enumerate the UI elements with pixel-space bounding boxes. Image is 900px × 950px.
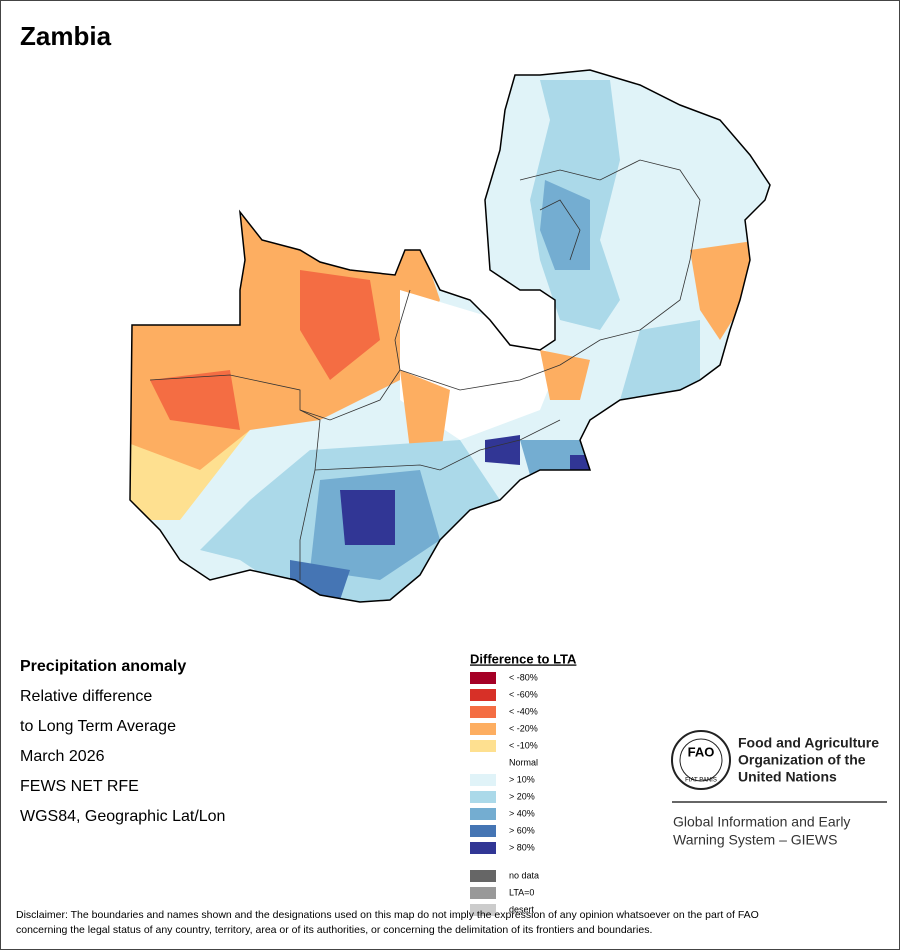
legend-label: > 10% xyxy=(509,774,535,784)
system-name: Global Information and Early xyxy=(673,814,850,830)
info-line: Relative difference xyxy=(20,688,152,705)
system-name: Warning System – GIEWS xyxy=(673,832,837,848)
logo-motto: FIAT PANIS xyxy=(685,778,717,784)
legend-label: > 40% xyxy=(509,808,535,818)
org-name: Organization of the xyxy=(738,752,866,768)
legend-swatch xyxy=(470,870,496,882)
legend-label: desert xyxy=(509,904,535,914)
legend-label: > 60% xyxy=(509,825,535,835)
disclaimer: Disclaimer: The boundaries and names sho… xyxy=(16,909,759,936)
legend-label: no data xyxy=(509,870,539,880)
legend-swatch xyxy=(470,689,496,701)
province-borders xyxy=(149,159,701,580)
map-title: Zambia xyxy=(20,21,112,51)
disclaimer-line: Disclaimer: The boundaries and names sho… xyxy=(16,909,759,921)
legend-label: < -80% xyxy=(509,672,538,682)
legend-swatch xyxy=(470,887,496,899)
legend-label: Normal xyxy=(509,757,538,767)
logo-inner xyxy=(679,738,723,782)
info-line: Precipitation anomaly xyxy=(20,658,186,675)
org-name: Food and Agriculture xyxy=(738,735,879,751)
info-line: WGS84, Geographic Lat/Lon xyxy=(20,808,225,825)
legend-swatch xyxy=(470,842,496,854)
org-name: United Nations xyxy=(738,769,837,785)
legend-swatch xyxy=(470,808,496,820)
logo-acronym: FAO xyxy=(688,744,715,759)
legend-label: < -20% xyxy=(509,723,538,733)
legend-title: Difference to LTA xyxy=(470,651,577,666)
legend-swatch xyxy=(470,706,496,718)
info-line: March 2026 xyxy=(20,748,105,765)
legend-label: < -40% xyxy=(509,706,538,716)
legend-label: > 80% xyxy=(509,842,535,852)
legend-swatch xyxy=(470,740,496,752)
info-block: Precipitation anomaly Relative difference… xyxy=(20,658,225,825)
legend-swatch xyxy=(470,774,496,786)
info-line: FEWS NET RFE xyxy=(20,778,139,795)
legend-label: < -10% xyxy=(509,740,538,750)
legend-swatch xyxy=(470,791,496,803)
fao-logo: FAO FIAT PANIS xyxy=(671,730,887,803)
legend-swatch xyxy=(470,723,496,735)
legend-swatch xyxy=(470,672,496,684)
legend-label: > 20% xyxy=(509,791,535,801)
disclaimer-line: concerning the legal status of any count… xyxy=(16,924,652,936)
legend: < -80% < -60% < -40% < -20% < -10% Normal > 10… xyxy=(470,672,539,916)
legend-swatch xyxy=(470,757,496,769)
legend-label: < -60% xyxy=(509,689,538,699)
legend-swatch xyxy=(470,904,496,916)
logo-ring xyxy=(671,730,731,790)
info-line: to Long Term Average xyxy=(20,718,176,735)
legend-swatch xyxy=(470,825,496,837)
legend-label: LTA=0 xyxy=(509,887,534,897)
